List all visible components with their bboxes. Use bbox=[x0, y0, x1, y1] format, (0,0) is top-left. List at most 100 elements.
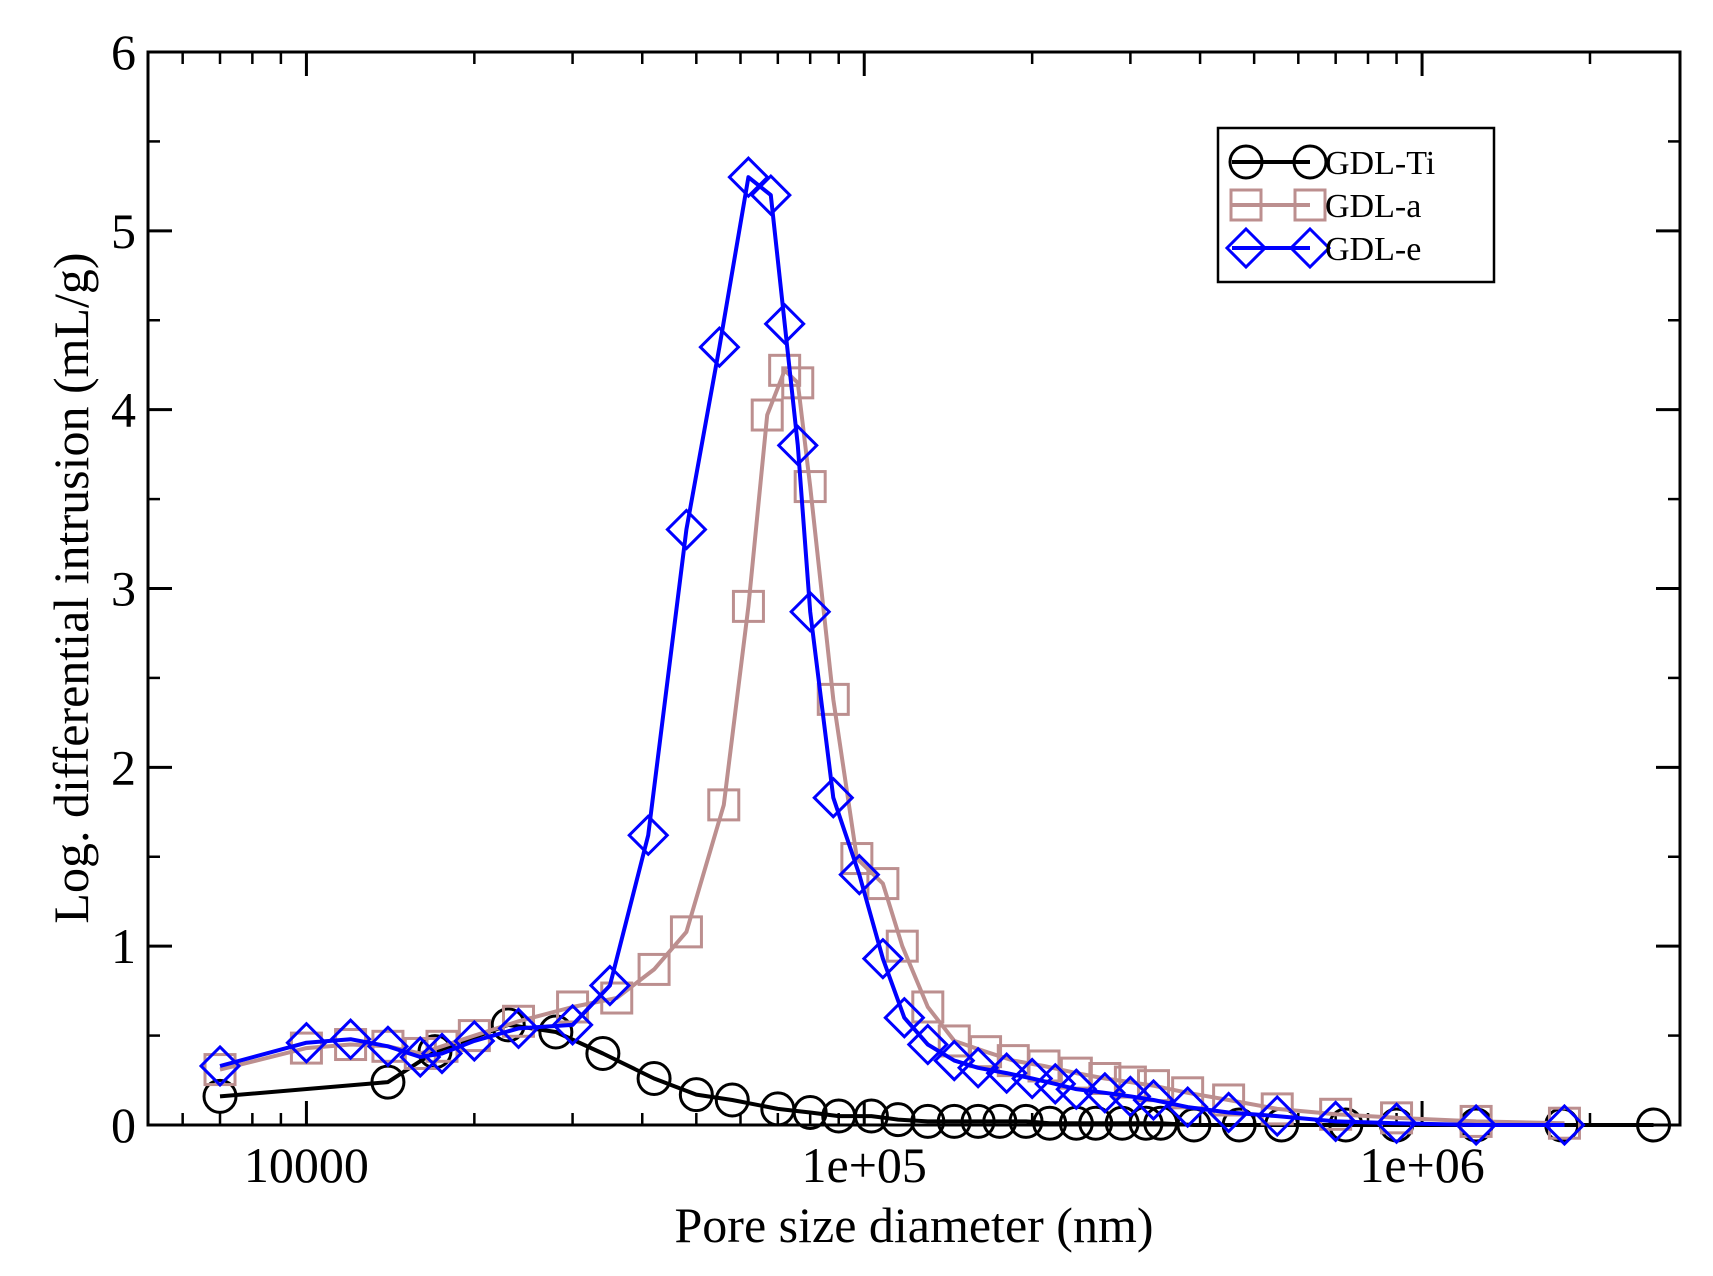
data-point-GDL-e bbox=[588, 964, 632, 1007]
data-point-GDL-e bbox=[1011, 1057, 1054, 1100]
legend-marker bbox=[1292, 144, 1328, 180]
data-point-GDL-e bbox=[551, 1003, 594, 1046]
data-point-GDL-Ti bbox=[880, 1102, 916, 1138]
data-point-GDL-a bbox=[669, 915, 703, 949]
series-line-GDL-a bbox=[219, 368, 1565, 1126]
data-point-GDL-Ti bbox=[490, 1007, 526, 1043]
data-point-GDL-a bbox=[816, 682, 850, 716]
y-tick-label: 6 bbox=[111, 24, 136, 80]
y-axis-label: Log. differential intrusion (mL/g) bbox=[43, 252, 99, 923]
data-point-GDL-Ti bbox=[1008, 1103, 1044, 1139]
major-ticks bbox=[148, 50, 1680, 1127]
legend-marker bbox=[1224, 226, 1268, 270]
series-layer bbox=[198, 156, 1672, 1147]
tick-labels: 10000 1e+05 1e+06 0 1 2 3 4 5 6 bbox=[111, 24, 1485, 1193]
data-point-GDL-e bbox=[1455, 1103, 1498, 1147]
legend-label: GDL-a bbox=[1325, 188, 1421, 225]
data-point-GDL-Ti bbox=[1328, 1107, 1364, 1143]
data-point-GDL-a bbox=[969, 1035, 1003, 1069]
legend-marker bbox=[1229, 188, 1263, 222]
data-point-GDL-e bbox=[1256, 1094, 1299, 1138]
data-point-GDL-e bbox=[985, 1052, 1028, 1095]
minor-ticks bbox=[148, 52, 1680, 1125]
data-point-GDL-e bbox=[933, 1039, 976, 1082]
data-point-GDL-e bbox=[1083, 1071, 1126, 1114]
x-tick-label: 1e+06 bbox=[1359, 1137, 1484, 1193]
y-tick-label: 0 bbox=[111, 1097, 136, 1153]
data-point-GDL-a bbox=[731, 589, 765, 623]
data-point-GDL-a bbox=[637, 952, 671, 986]
data-point-GDL-e bbox=[1132, 1078, 1175, 1122]
data-point-GDL-Ti bbox=[982, 1103, 1018, 1139]
data-point-GDL-Ti bbox=[714, 1082, 750, 1118]
series-line-GDL-e bbox=[219, 175, 1565, 1127]
data-point-GDL-e bbox=[453, 1019, 496, 1063]
y-tick-label: 5 bbox=[111, 203, 136, 259]
data-point-GDL-e bbox=[198, 1044, 242, 1088]
data-point-GDL-a bbox=[768, 353, 802, 387]
data-point-GDL-e bbox=[329, 1018, 372, 1061]
data-point-GDL-e bbox=[285, 1021, 328, 1064]
data-point-GDL-Ti bbox=[1128, 1105, 1164, 1141]
y-tick-label: 3 bbox=[111, 561, 136, 617]
data-point-GDL-Ti bbox=[1032, 1105, 1068, 1141]
series-GDL-e bbox=[198, 156, 1586, 1147]
data-point-GDL-e bbox=[1055, 1068, 1098, 1111]
data-point-GDL-a bbox=[750, 398, 784, 432]
data-point-GDL-e bbox=[1166, 1085, 1209, 1129]
y-tick-label: 1 bbox=[111, 918, 136, 974]
data-point-GDL-e bbox=[776, 424, 819, 467]
data-point-GDL-e bbox=[906, 1023, 949, 1066]
data-point-GDL-Ti bbox=[936, 1103, 972, 1139]
data-point-GDL-e bbox=[1543, 1103, 1586, 1147]
data-point-GDL-e bbox=[861, 937, 905, 980]
data-point-GDL-e bbox=[1314, 1100, 1357, 1143]
x-tick-label: 10000 bbox=[244, 1137, 369, 1193]
data-point-GDL-a bbox=[793, 470, 827, 504]
data-point-GDL-a bbox=[1260, 1092, 1294, 1126]
series-GDL-a bbox=[203, 353, 1581, 1140]
legend-entry-GDL-e: GDL-e bbox=[1224, 226, 1421, 270]
data-point-GDL-e bbox=[420, 1032, 464, 1075]
data-point-GDL-a bbox=[1319, 1097, 1353, 1131]
data-point-GDL-Ti bbox=[202, 1078, 238, 1114]
data-point-GDL-e bbox=[366, 1025, 410, 1068]
data-point-GDL-Ti bbox=[910, 1103, 946, 1139]
legend-marker bbox=[1228, 144, 1264, 180]
x-tick-label: 1e+05 bbox=[802, 1137, 927, 1193]
x-axis-label: Pore size diameter (nm) bbox=[675, 1197, 1154, 1253]
y-tick-label: 4 bbox=[111, 382, 136, 438]
data-point-GDL-a bbox=[371, 1029, 405, 1063]
data-point-GDL-a bbox=[781, 366, 815, 400]
legend-entry-GDL-Ti: GDL-Ti bbox=[1228, 144, 1435, 182]
data-point-GDL-a bbox=[707, 788, 741, 822]
legend-marker bbox=[1293, 188, 1327, 222]
data-point-GDL-e bbox=[812, 776, 855, 819]
data-point-GDL-e bbox=[665, 508, 708, 551]
data-point-GDL-e bbox=[1207, 1091, 1250, 1134]
data-point-GDL-Ti bbox=[585, 1035, 621, 1071]
data-point-GDL-e bbox=[883, 996, 926, 1039]
data-point-GDL-e bbox=[399, 1035, 442, 1079]
data-point-GDL-e bbox=[763, 302, 806, 345]
data-point-GDL-Ti bbox=[1078, 1105, 1114, 1141]
data-point-GDL-Ti bbox=[678, 1077, 714, 1113]
legend-label: GDL-e bbox=[1325, 231, 1421, 268]
data-point-GDL-Ti bbox=[853, 1098, 889, 1134]
data-point-GDL-e bbox=[749, 173, 792, 217]
data-point-GDL-Ti bbox=[792, 1094, 828, 1130]
data-point-GDL-a bbox=[502, 1004, 536, 1038]
data-point-GDL-e bbox=[838, 853, 881, 896]
data-point-GDL-e bbox=[497, 1007, 540, 1050]
legend: GDL-Ti GDL-a GDL-e bbox=[1216, 126, 1496, 284]
legend-entry-GDL-a: GDL-a bbox=[1229, 188, 1421, 225]
data-point-GDL-Ti bbox=[1636, 1107, 1672, 1143]
data-point-GDL-a bbox=[1212, 1083, 1246, 1117]
data-point-GDL-e bbox=[956, 1046, 1000, 1089]
data-point-GDL-e bbox=[727, 156, 770, 199]
data-point-GDL-e bbox=[698, 325, 741, 369]
data-point-GDL-e bbox=[627, 814, 670, 857]
legend-marker bbox=[1288, 226, 1332, 270]
